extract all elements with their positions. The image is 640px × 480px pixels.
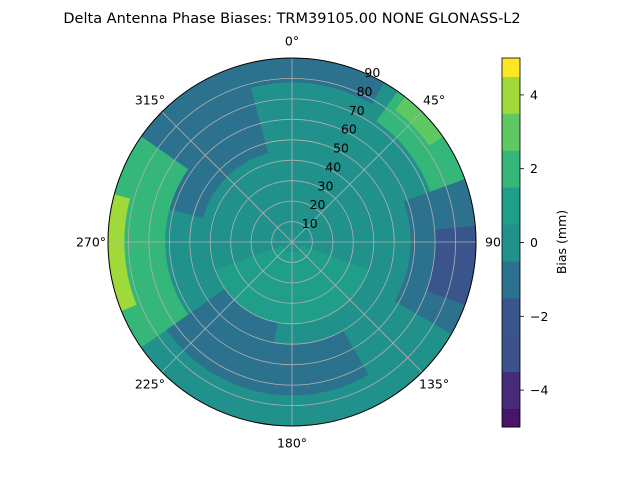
colorbar-levels [502,58,520,428]
colorbar-level [502,58,520,77]
colorbar-level [502,187,520,225]
contour-region-east-deep [426,226,476,305]
colorbar-tick-label: 0 [530,235,538,250]
angle-tick-labels: 0° 45° 90 135° 180° 225° 270° 315° [76,34,501,451]
radial-tick-label: 20 [310,197,326,212]
radial-tick-label: 50 [333,141,349,156]
colorbar-level [502,408,520,428]
colorbar: −4 −2 0 2 4 Bias (mm) [501,57,569,428]
polar-plot: 0° 45° 90 135° 180° 225° 270° 315° 10 20 30 40 50 60… [76,34,501,451]
radial-tick-labels: 10 20 30 40 50 60 70 80 90 [302,65,381,231]
angle-tick-label: 315° [135,92,165,107]
colorbar-tick-label: −4 [530,383,548,398]
radial-tick-label: 10 [302,216,318,231]
colorbar-level [502,113,520,151]
angle-tick-label: 90 [485,235,501,250]
colorbar-level [502,76,520,114]
contour-region-south-low [252,330,369,396]
colorbar-level [502,334,520,373]
contour-region-ne-peak [395,97,443,146]
radial-tick-label: 80 [357,84,373,99]
angular-gridline [291,111,423,243]
colorbar-level [502,297,520,336]
angular-gridline [161,241,293,373]
contour-region-ne-high [376,91,470,204]
chart-title: Delta Antenna Phase Biases: TRM39105.00 … [63,11,520,27]
contour-region-west-peak [108,194,137,311]
polar-grid [107,57,477,427]
angle-tick-label: 135° [419,377,449,392]
colorbar-label: Bias (mm) [554,210,569,274]
colorbar-tick-label: 2 [530,161,538,176]
radial-tick-label: 90 [364,65,380,80]
polar-frame [107,57,477,427]
colorbar-level [502,261,520,299]
colorbar-tick-label: 4 [530,87,538,102]
colorbar-level [502,371,520,409]
angular-gridline [161,111,293,243]
angle-tick-label: 225° [135,377,165,392]
angular-gridline [291,241,423,373]
radial-tick-label: 40 [325,159,341,174]
angle-tick-label: 45° [423,92,445,107]
radial-tick-label: 30 [318,178,334,193]
colorbar-level [502,150,520,188]
colorbar-level [502,224,520,262]
radial-tick-label: 70 [349,103,365,118]
colorbar-tick-label: −2 [530,309,548,324]
colorbar-ticks: −4 −2 0 2 4 [520,87,548,398]
angle-tick-label: 0° [285,34,299,49]
angle-tick-label: 180° [277,436,307,451]
angle-tick-label: 270° [76,235,106,250]
radial-tick-label: 60 [341,122,357,137]
